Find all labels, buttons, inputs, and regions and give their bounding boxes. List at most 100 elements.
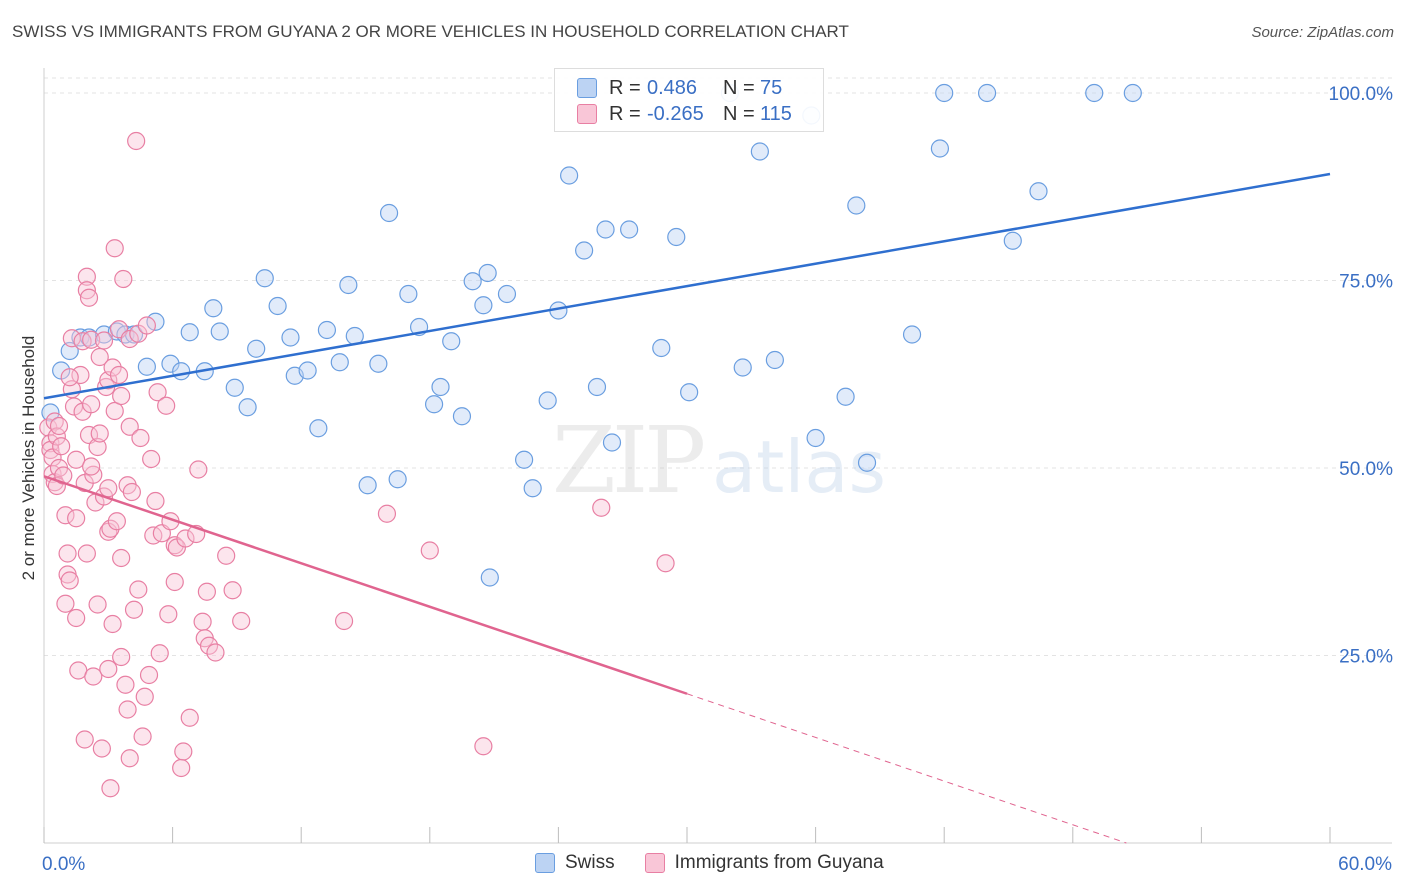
guyana-point-93: [189, 460, 208, 479]
legend-n-value-swiss: 75: [760, 76, 783, 99]
guyana-point-85: [165, 536, 184, 555]
swiss-point-74: [1123, 83, 1142, 103]
guyana-point-51: [101, 519, 120, 538]
guyana-point-83: [157, 396, 176, 415]
swiss-point-71: [1003, 231, 1022, 250]
watermark-atlas: atlas: [712, 425, 886, 509]
swiss-trend-line: [43, 172, 1331, 400]
swiss-point-56: [667, 227, 686, 247]
guyana-point-50: [101, 779, 120, 798]
guyana-point-89: [174, 742, 193, 761]
guyana-point-10: [52, 437, 71, 456]
swiss-point-73: [1085, 83, 1104, 103]
guyana-point-62: [116, 675, 135, 694]
y-tick-label-2: 75.0%: [1339, 272, 1393, 293]
guyana-point-111: [99, 479, 118, 498]
guyana-point-13: [56, 594, 75, 613]
swiss-point-44: [497, 284, 517, 304]
guyana-point-81: [150, 644, 169, 663]
watermark-zip: ZIP: [552, 407, 703, 514]
guyana-point-16: [60, 571, 79, 590]
legend-r-value-swiss: 0.486: [647, 76, 698, 99]
swiss-point-47: [538, 391, 557, 410]
guyana-point-90: [176, 529, 195, 548]
swiss-point-59: [733, 358, 752, 377]
legend-label-guyana: Immigrants from Guyana: [674, 852, 884, 873]
legend-n-label: N =: [723, 102, 755, 125]
guyana-point-91: [180, 708, 199, 727]
guyana-point-29: [77, 544, 96, 563]
legend-r-label: R =: [609, 102, 641, 125]
guyana-point-31: [77, 281, 96, 300]
guyana-point-53: [103, 358, 122, 377]
data-points: [39, 83, 1142, 798]
swiss-point-51: [587, 377, 607, 397]
guyana-point-68: [122, 482, 141, 502]
guyana-point-102: [334, 611, 354, 631]
guyana-point-21: [67, 450, 86, 469]
guyana-point-101: [232, 611, 251, 631]
legend-swatch-swiss: [535, 853, 555, 873]
guyana-point-24: [71, 365, 90, 385]
swiss-point-61: [765, 350, 784, 370]
guyana-trend-extension: [686, 693, 1127, 844]
guyana-point-65: [120, 417, 139, 436]
tick-labels: 25.0% 50.0% 75.0% 100.0% 0.0% 60.0%: [42, 84, 1393, 875]
guyana-trend-line: [43, 475, 688, 695]
watermark: ZIP atlas: [552, 407, 886, 514]
swiss-point-41: [474, 296, 493, 315]
stats-legend: R = 0.486 N = 75 R = -0.265 N = 115: [554, 68, 824, 132]
guyana-point-28: [75, 730, 94, 749]
swiss-point-42: [478, 263, 497, 283]
guyana-point-75: [137, 316, 156, 335]
guyana-point-18: [62, 329, 81, 348]
swiss-point-25: [309, 419, 328, 438]
guyana-point-22: [67, 608, 86, 628]
swiss-point-30: [358, 476, 377, 495]
grid-lines: [44, 77, 1392, 656]
chart-source: Source: ZipAtlas.com: [1251, 24, 1394, 41]
y-axis-label: 2 or more Vehicles in Household: [19, 336, 38, 581]
swiss-point-15: [204, 299, 223, 318]
guyana-point-57: [109, 365, 129, 385]
swiss-point-66: [857, 453, 877, 472]
swiss-point-0: [41, 403, 60, 422]
guyana-point-103: [377, 504, 397, 523]
guyana-point-52: [103, 614, 122, 634]
guyana-point-30: [77, 267, 96, 286]
legend-label-swiss: Swiss: [565, 852, 615, 873]
guyana-point-49: [99, 659, 118, 679]
swiss-point-11: [161, 354, 180, 373]
swiss-point-37: [431, 377, 450, 397]
guyana-point-64: [118, 700, 137, 719]
guyana-point-86: [165, 572, 184, 592]
guyana-point-20: [67, 509, 86, 528]
swiss-point-20: [255, 269, 274, 288]
guyana-point-94: [193, 612, 212, 631]
swiss-point-32: [379, 203, 399, 223]
guyana-point-61: [114, 269, 133, 289]
trend-lines: [43, 172, 1331, 844]
swiss-point-63: [806, 428, 825, 448]
swiss-point-21: [268, 296, 287, 316]
swiss-point-33: [388, 470, 407, 489]
swiss-point-16: [210, 322, 229, 341]
swiss-point-72: [1029, 182, 1048, 201]
guyana-point-59: [112, 386, 131, 406]
guyana-point-1: [41, 434, 60, 453]
guyana-point-77: [142, 449, 161, 469]
guyana-point-56: [107, 512, 126, 531]
swiss-point-38: [442, 332, 461, 351]
swiss-point-12: [172, 362, 191, 381]
guyana-point-79: [146, 491, 165, 511]
guyana-point-100: [223, 581, 242, 600]
guyana-point-114: [159, 605, 178, 624]
swiss-point-19: [247, 339, 266, 358]
guyana-point-67: [120, 749, 139, 768]
guyana-point-34: [82, 330, 101, 349]
guyana-point-112: [112, 548, 131, 568]
legend-row-swiss: R = 0.486 N = 75: [577, 75, 782, 101]
x-tick-label-1: 60.0%: [1338, 854, 1392, 875]
guyana-point-88: [172, 758, 191, 778]
